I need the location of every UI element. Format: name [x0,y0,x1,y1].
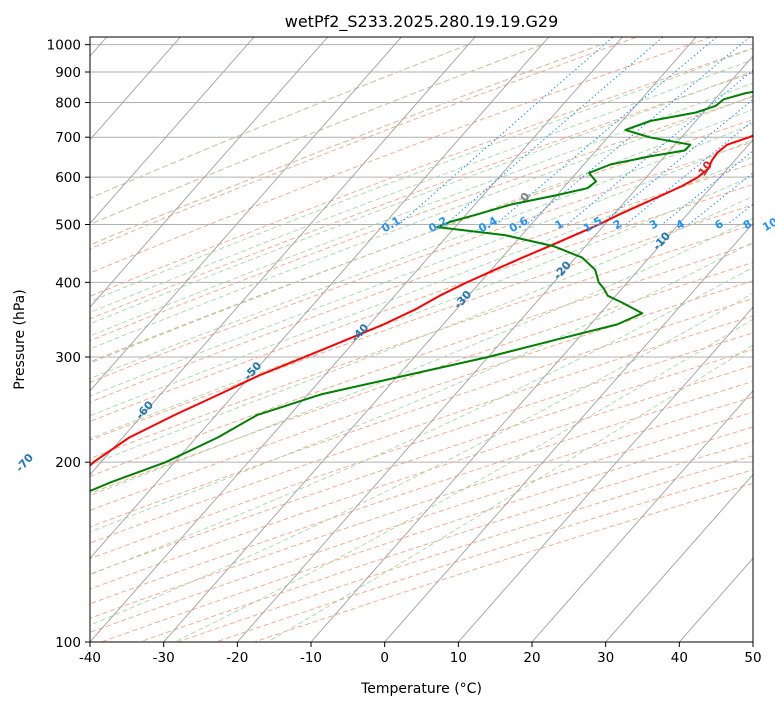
dry-adiabat [90,37,713,274]
dry-adiabat [90,380,753,605]
wet-bulb-curve [90,44,602,246]
dry-adiabat [90,72,753,320]
moist-adiabat [90,82,753,337]
x-tick-label: -40 [79,650,101,666]
y-tick-label: 100 [55,635,81,651]
moist-adiabat [90,108,753,364]
x-tick-label: -20 [226,650,248,666]
y-tick-label: 700 [55,130,81,146]
dry-adiabat [90,141,753,383]
isotherm-line [531,390,753,642]
moist-adiabat [90,241,753,533]
isotherm-line [90,37,329,308]
mixing-ratio-line [495,37,718,225]
y-tick-label: 300 [55,350,81,366]
moist-adiabats [90,47,753,642]
isotherm-line [90,37,476,476]
moist-adiabat [90,59,753,313]
plot-frame [89,36,754,643]
dry-adiabat [90,396,753,619]
mixing-ratio-line [625,120,753,225]
y-tick-label: 1000 [47,38,81,54]
y-axis-label: Pressure (hPa) [12,289,28,389]
isotherm-line [90,37,255,225]
moist-adiabat [90,175,753,439]
temperature-profile-line [90,134,753,467]
moist-adiabat [90,217,753,497]
y-tick-label: 600 [55,170,81,186]
mixing-ratio-label: 10 [760,215,775,234]
x-axis-ticks: -40 -30 -20 -10 0 10 20 30 40 50 [79,642,762,666]
chart-title: wetPf2_S233.2025.280.19.19.G29 [285,12,559,32]
mixing-ratio-line [526,37,751,225]
dewpoint-profile-line [90,90,753,492]
profile-series [90,90,753,492]
isotherm-line [236,55,753,642]
x-tick-label: 10 [450,650,467,666]
y-axis-ticks: 100 200 300 400 500 600 700 800 900 1000 [47,38,90,651]
moist-adiabat [90,47,753,303]
dry-adiabat [90,47,753,297]
isotherm-line [605,473,753,642]
pressure-gridlines [90,44,753,642]
isotherm-line [90,37,623,642]
x-tick-label: -30 [153,650,175,666]
isotherm-line [457,306,753,642]
skewed-isotherms [90,37,753,642]
isotherm-line [90,37,402,392]
moist-adiabat [90,70,753,325]
x-axis-label: Temperature (°C) [360,681,482,697]
isotherm-line [90,37,181,141]
dry-adiabat [90,95,753,342]
y-tick-label: 400 [55,275,81,291]
dry-adiabats [90,37,753,642]
moist-adiabat [90,195,753,466]
y-tick-label: 200 [55,455,81,471]
x-tick-label: 50 [744,650,761,666]
isotherm-line [384,222,753,642]
x-tick-label: 40 [671,650,688,666]
moist-adiabat [90,123,753,380]
isotherm-line [310,139,753,642]
dry-adiabat [90,183,753,422]
moist-adiabat [90,95,753,350]
isotherm-line [90,37,550,559]
y-tick-label: 800 [55,96,81,112]
plot-area [90,37,753,642]
isotherm-line [678,557,753,642]
isotherm-line [163,37,697,642]
mixing-ratio-line [600,98,753,225]
x-tick-label: 20 [523,650,540,666]
y-tick-label: 900 [55,65,81,81]
y-tick-label: 500 [55,217,81,233]
x-tick-label: 0 [380,650,389,666]
x-tick-label: -10 [300,650,322,666]
mixing-ratio-line [445,37,664,225]
mixing-ratio-line [398,37,614,225]
x-tick-label: 30 [597,650,614,666]
